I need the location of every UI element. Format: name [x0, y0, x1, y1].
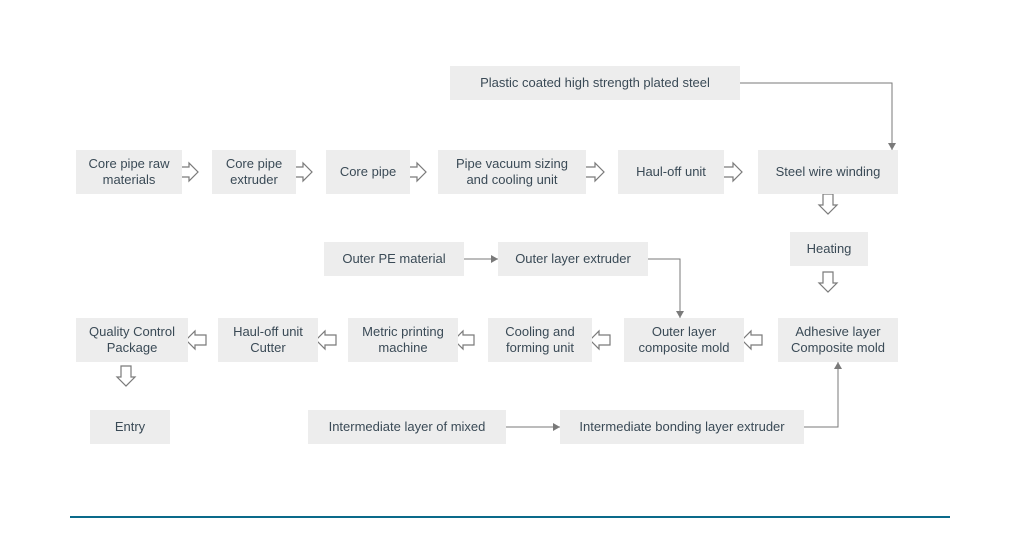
line-head-l_ext_to_adh: [834, 362, 842, 369]
bottom-rule: [70, 516, 950, 518]
node-n_steelwind: Steel wire winding: [758, 150, 898, 194]
line-head-l_mix_to_ext: [553, 423, 560, 431]
node-n_metric: Metric printing machine: [348, 318, 458, 362]
node-n_vacuum: Pipe vacuum sizing and cooling unit: [438, 150, 586, 194]
block-arrow-a9: [590, 331, 610, 349]
line-head-l_pe_outer: [491, 255, 498, 263]
line-l_plastic_steel: [740, 83, 892, 150]
node-n_adh_mold: Adhesive layer Composite mold: [778, 318, 898, 362]
node-n_plastic: Plastic coated high strength plated stee…: [450, 66, 740, 100]
node-n_inter_mix: Intermediate layer of mixed: [308, 410, 506, 444]
block-arrow-a4: [584, 163, 604, 181]
line-head-l_plastic_steel: [888, 143, 896, 150]
block-arrow-a12: [186, 331, 206, 349]
node-n_core_pipe: Core pipe: [326, 150, 410, 194]
node-n_entry: Entry: [90, 410, 170, 444]
block-arrow-a6: [819, 194, 837, 214]
node-n_haul1: Haul-off unit: [618, 150, 724, 194]
line-l_ext_to_adh: [804, 362, 838, 427]
line-head-l_outer_to_mold: [676, 311, 684, 318]
block-arrow-a13: [117, 366, 135, 386]
node-n_cool_form: Cooling and forming unit: [488, 318, 592, 362]
line-l_outer_to_mold: [648, 259, 680, 318]
block-arrow-a7: [819, 272, 837, 292]
node-n_outer_mold: Outer layer composite mold: [624, 318, 744, 362]
block-arrow-a5: [722, 163, 742, 181]
flowchart-canvas: Plastic coated high strength plated stee…: [0, 0, 1024, 537]
block-arrow-a11: [316, 331, 336, 349]
node-n_haul2: Haul-off unit Cutter: [218, 318, 318, 362]
node-n_core_ext: Core pipe extruder: [212, 150, 296, 194]
node-n_inter_ext: Intermediate bonding layer extruder: [560, 410, 804, 444]
node-n_outer_pe: Outer PE material: [324, 242, 464, 276]
node-n_core_raw: Core pipe raw materials: [76, 150, 182, 194]
node-n_heating: Heating: [790, 232, 868, 266]
block-arrow-a8: [742, 331, 762, 349]
node-n_qc: Quality Control Package: [76, 318, 188, 362]
node-n_outer_ext: Outer layer extruder: [498, 242, 648, 276]
